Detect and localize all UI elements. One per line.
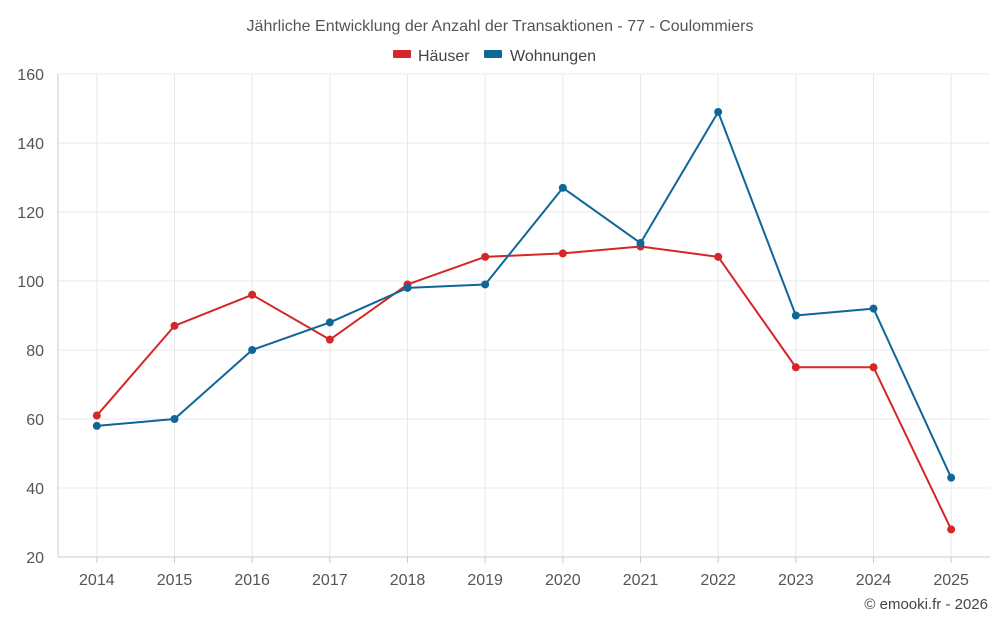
series-line-wohnungen <box>96 110 953 479</box>
series <box>92 107 956 534</box>
point-wohnungen-2016[interactable] <box>248 346 257 354</box>
point-wohnungen-2024[interactable] <box>869 304 878 313</box>
point-haeuser-2024[interactable] <box>869 363 878 372</box>
axes <box>57 74 990 563</box>
x-axis-ticks: 2014 2015 2016 2017 2018 2019 2020 2021 2022 2023… <box>79 572 969 589</box>
legend-label-haeuser: Häuser <box>418 48 470 65</box>
point-haeuser-2017[interactable] <box>325 335 334 344</box>
x-tick-label-2014: 2014 <box>79 572 115 589</box>
legend-swatch-wohnungen <box>484 50 502 58</box>
legend-swatch-haeuser <box>393 50 411 58</box>
point-haeuser-2016[interactable] <box>248 290 257 299</box>
point-wohnungen-2015[interactable] <box>170 415 179 423</box>
y-tick-label-40: 40 <box>26 481 44 498</box>
legend-label-wohnungen: Wohnungen <box>510 48 596 65</box>
series-haeuser <box>92 242 956 534</box>
point-wohnungen-2023[interactable] <box>791 311 800 320</box>
y-tick-label-20: 20 <box>26 550 44 567</box>
point-haeuser-2015[interactable] <box>170 321 179 330</box>
series-wohnungen <box>92 107 956 482</box>
legend-item-wohnungen[interactable]: Wohnungen <box>484 48 596 65</box>
chart-title: Jährliche Entwicklung der Anzahl der Tra… <box>247 18 754 35</box>
credit-text: © emooki.fr - 2026 <box>864 596 988 613</box>
point-haeuser-2025[interactable] <box>947 525 956 534</box>
series-line-haeuser <box>96 245 953 530</box>
point-wohnungen-2018[interactable] <box>403 283 412 292</box>
x-tick-label-2023: 2023 <box>778 572 814 589</box>
point-wohnungen-2017[interactable] <box>325 318 334 327</box>
y-tick-label-120: 120 <box>17 205 44 222</box>
x-tick-label-2024: 2024 <box>856 572 892 589</box>
point-wohnungen-2025[interactable] <box>947 473 956 482</box>
x-tick-label-2019: 2019 <box>467 572 503 589</box>
x-tick-label-2021: 2021 <box>623 572 659 589</box>
point-wohnungen-2021[interactable] <box>636 239 645 248</box>
point-haeuser-2014[interactable] <box>92 411 101 420</box>
point-wohnungen-2014[interactable] <box>92 421 101 430</box>
point-haeuser-2019[interactable] <box>481 252 490 261</box>
point-haeuser-2022[interactable] <box>714 252 723 261</box>
x-tick-label-2015: 2015 <box>157 572 193 589</box>
point-haeuser-2023[interactable] <box>791 363 800 372</box>
point-wohnungen-2020[interactable] <box>558 183 567 192</box>
legend-item-haeuser[interactable]: Häuser <box>393 48 470 65</box>
grid <box>58 73 990 557</box>
y-tick-label-100: 100 <box>17 274 44 291</box>
y-tick-label-160: 160 <box>17 67 44 84</box>
point-haeuser-2020[interactable] <box>558 249 567 258</box>
x-tick-label-2018: 2018 <box>390 572 426 589</box>
y-tick-label-80: 80 <box>26 343 44 360</box>
legend: Häuser Wohnungen <box>393 48 596 65</box>
x-tick-label-2025: 2025 <box>933 572 969 589</box>
x-tick-label-2020: 2020 <box>545 572 581 589</box>
y-axis-ticks: 20 40 60 80 100 120 140 160 <box>17 67 44 567</box>
y-tick-label-60: 60 <box>26 412 44 429</box>
y-tick-label-140: 140 <box>17 136 44 153</box>
x-tick-label-2016: 2016 <box>234 572 270 589</box>
x-tick-label-2022: 2022 <box>700 572 736 589</box>
point-wohnungen-2019[interactable] <box>481 280 490 289</box>
x-tick-label-2017: 2017 <box>312 572 348 589</box>
point-wohnungen-2022[interactable] <box>714 107 723 116</box>
